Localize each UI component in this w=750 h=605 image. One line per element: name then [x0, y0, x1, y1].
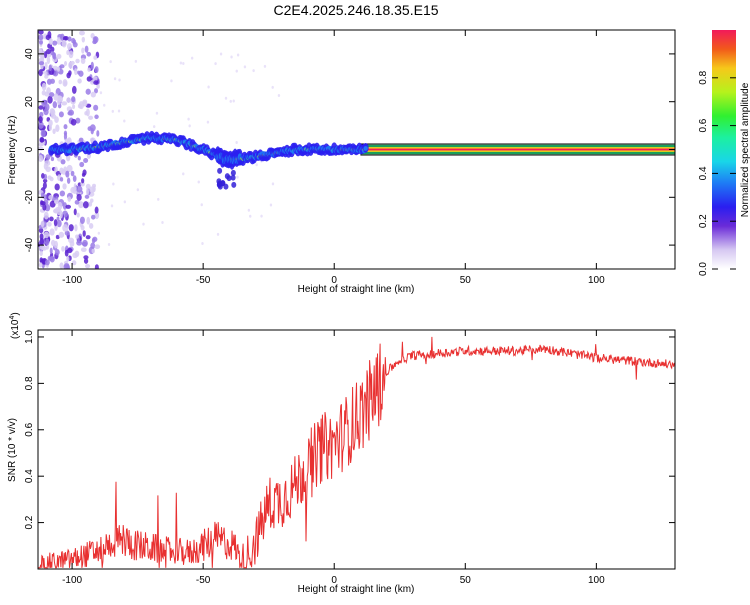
x-tick-label: 100	[588, 575, 605, 586]
top-y-axis-label: Frequency (Hz)	[7, 116, 18, 185]
colorbar	[712, 30, 736, 269]
snr-plot-area	[38, 330, 675, 569]
colorbar-tick-label: 0.6	[698, 118, 709, 132]
colorbar-tick-label: 0.0	[698, 262, 709, 276]
x-tick-label: 0	[331, 575, 337, 586]
y-tick-label: -40	[24, 237, 35, 252]
colorbar-tick-label: 0.8	[698, 70, 709, 84]
y-tick-label: 0.2	[24, 515, 35, 529]
colorbar-tick-label: 0.4	[698, 166, 709, 180]
y-tick-label: 0.6	[24, 422, 35, 436]
chart-title: C2E4.2025.246.18.35.E15	[273, 2, 438, 18]
top-x-axis-label: Height of straight line (km)	[298, 284, 415, 295]
y-tick-label: 0.8	[24, 376, 35, 390]
colorbar-label: Normalized spectral amplitude	[740, 82, 750, 217]
snr-frame	[37, 329, 676, 570]
y-tick-label: 1.0	[24, 330, 35, 344]
x-tick-label: 100	[588, 275, 605, 286]
colorbar-ticks: 0.0 0.2 0.4 0.6 0.8	[698, 70, 736, 276]
y-tick-label: 0.4	[24, 469, 35, 483]
y-tick-label: 20	[24, 96, 35, 108]
y-tick-label: 40	[24, 48, 35, 60]
snr-axes: -100 -50 0 50 100 0.2 0.4 0.6 0.8 1.0	[24, 330, 675, 586]
y-tick-label: 0	[24, 146, 35, 152]
colorbar-tick-label: 0.2	[698, 214, 709, 228]
y-tick-label: -20	[24, 190, 35, 205]
x-tick-label: 0	[331, 275, 337, 286]
x-tick-label: 50	[460, 275, 472, 286]
x-tick-label: -100	[62, 575, 82, 586]
x-tick-label: -50	[196, 275, 211, 286]
bottom-y-axis-label: SNR (10 * v/v)	[7, 418, 18, 482]
snr-series-line	[38, 336, 675, 569]
spectral-band-core	[360, 148, 675, 151]
spectrogram-heatmap	[38, 30, 675, 269]
spectrogram-axes: -100 -50 0 50 100 40 20 0 -20 -40	[24, 30, 675, 286]
y-multiplier-label: (x104)	[9, 312, 21, 339]
bottom-x-axis-label: Height of straight line (km)	[298, 584, 415, 595]
x-tick-label: -50	[196, 575, 211, 586]
x-tick-label: 50	[460, 575, 472, 586]
x-tick-label: -100	[62, 275, 82, 286]
